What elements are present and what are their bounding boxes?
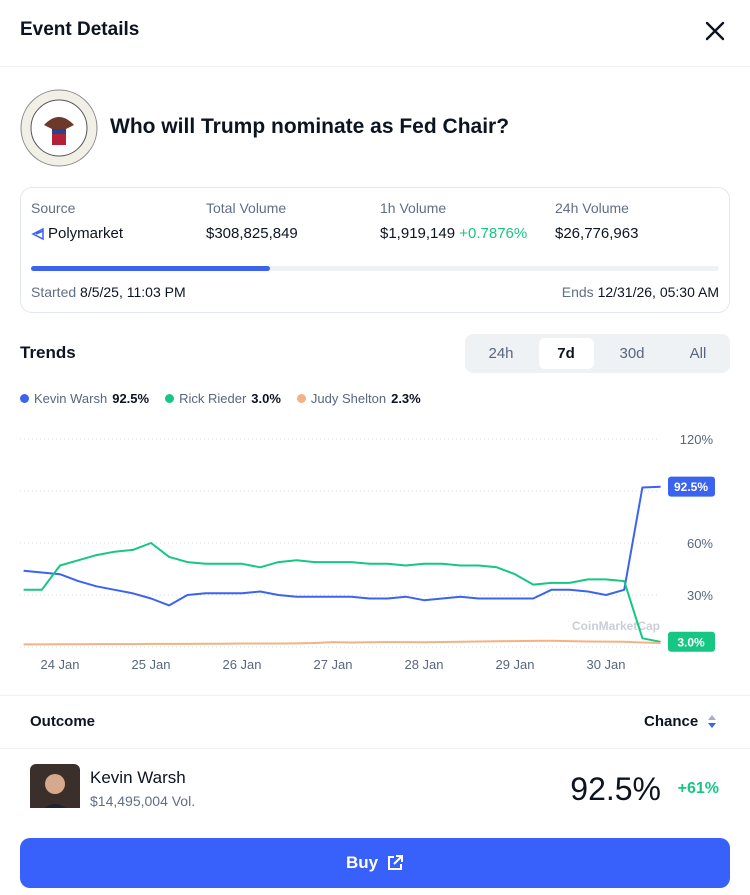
badge-bg — [668, 476, 715, 497]
x-tick-label: 30 Jan — [586, 657, 625, 672]
outcome-row[interactable]: Kevin Warsh $14,495,004 Vol. 92.5% +61% — [0, 749, 750, 808]
tab[interactable]: 30d — [619, 345, 645, 362]
stat-label: 1h Volume — [380, 200, 447, 216]
watermark: CoinMarketCap — [572, 619, 660, 633]
sort-icon[interactable] — [706, 713, 718, 730]
outcome-change: +61% — [677, 780, 719, 797]
stat-label: Started — [31, 284, 77, 300]
badge-label: 92.5% — [674, 480, 708, 494]
stat-label: Ends — [561, 284, 594, 300]
divider — [0, 66, 750, 67]
legend-name: Kevin Warsh — [34, 391, 108, 406]
tab[interactable]: 7d — [557, 345, 575, 362]
stats-card — [20, 187, 730, 313]
badge-bg — [668, 631, 715, 652]
external-icon — [388, 855, 404, 870]
series-line — [23, 639, 661, 646]
close-button[interactable] — [704, 20, 726, 42]
stat-value: $26,776,963 — [555, 225, 639, 242]
header-title: Event Details — [20, 19, 140, 40]
stat-change: +0.7876% — [459, 225, 528, 242]
series-line — [23, 485, 661, 607]
end-badge: 3.0% — [668, 631, 715, 652]
column-header[interactable]: Chance — [644, 713, 699, 730]
tab[interactable]: 24h — [488, 345, 514, 362]
stat-label: Source — [31, 200, 76, 216]
tab[interactable]: All — [689, 345, 707, 362]
legend-item: Judy Shelton 2.3% — [296, 391, 421, 406]
x-tick-label: 27 Jan — [313, 657, 352, 672]
legend-value: 3.0% — [251, 391, 281, 406]
x-tick-label: 26 Jan — [222, 657, 261, 672]
stat-label: Total Volume — [206, 200, 287, 216]
divider — [0, 748, 750, 749]
event-logo — [20, 89, 98, 167]
progress-fill — [31, 266, 270, 271]
y-tick-label: 60% — [687, 536, 713, 551]
end-badge: 92.5% — [668, 476, 715, 497]
x-tick-label: 28 Jan — [404, 657, 443, 672]
divider — [0, 695, 750, 696]
outcome-name: Kevin Warsh — [90, 768, 186, 787]
legend-dot — [165, 394, 175, 403]
avatar — [30, 764, 80, 808]
legend-value: 92.5% — [112, 391, 150, 406]
button-label: Buy — [345, 853, 379, 872]
stat-value: $308,825,849 — [206, 225, 298, 242]
outcome-volume: $14,495,004 Vol. — [90, 793, 196, 808]
outcome-chance: 92.5% — [570, 771, 661, 807]
stat-value: Polymarket — [48, 225, 124, 242]
legend-dot — [296, 394, 306, 403]
column-header: Outcome — [30, 713, 96, 730]
stat-label: 24h Volume — [555, 200, 629, 216]
y-tick-label: 120% — [680, 432, 714, 447]
progress-track — [31, 266, 719, 271]
series-line — [23, 542, 661, 643]
legend-value: 2.3% — [391, 391, 421, 406]
legend-item: Rick Rieder 3.0% — [165, 391, 281, 406]
tab-group — [465, 334, 730, 373]
tab-active-bg — [539, 338, 594, 369]
legend-dot — [20, 394, 29, 403]
stat-value: 8/5/25, 11:03 PM — [80, 284, 186, 300]
x-tick-label: 25 Jan — [131, 657, 170, 672]
y-tick-label: 30% — [687, 588, 713, 603]
stat-value: 12/31/26, 05:30 AM — [597, 284, 719, 300]
x-tick-label: 24 Jan — [40, 657, 79, 672]
stat-value: $1,919,149 — [380, 225, 456, 242]
legend-name: Judy Shelton — [310, 391, 387, 406]
legend: Kevin Warsh 92.5% Rick Rieder 3.0% Judy Shel… — [20, 391, 421, 406]
event-title: Who will Trump nominate as Fed Chair? — [110, 115, 510, 138]
source-icon — [31, 227, 44, 241]
x-tick-label: 29 Jan — [495, 657, 534, 672]
trends-title: Trends — [20, 343, 76, 362]
badge-label: 3.0% — [677, 635, 705, 649]
stat-value: $1,919,149 +0.7876% — [380, 225, 527, 242]
legend-name: Rick Rieder — [179, 391, 247, 406]
legend-item: Kevin Warsh 92.5% — [20, 391, 149, 406]
buy-button[interactable]: Buy — [20, 838, 730, 888]
